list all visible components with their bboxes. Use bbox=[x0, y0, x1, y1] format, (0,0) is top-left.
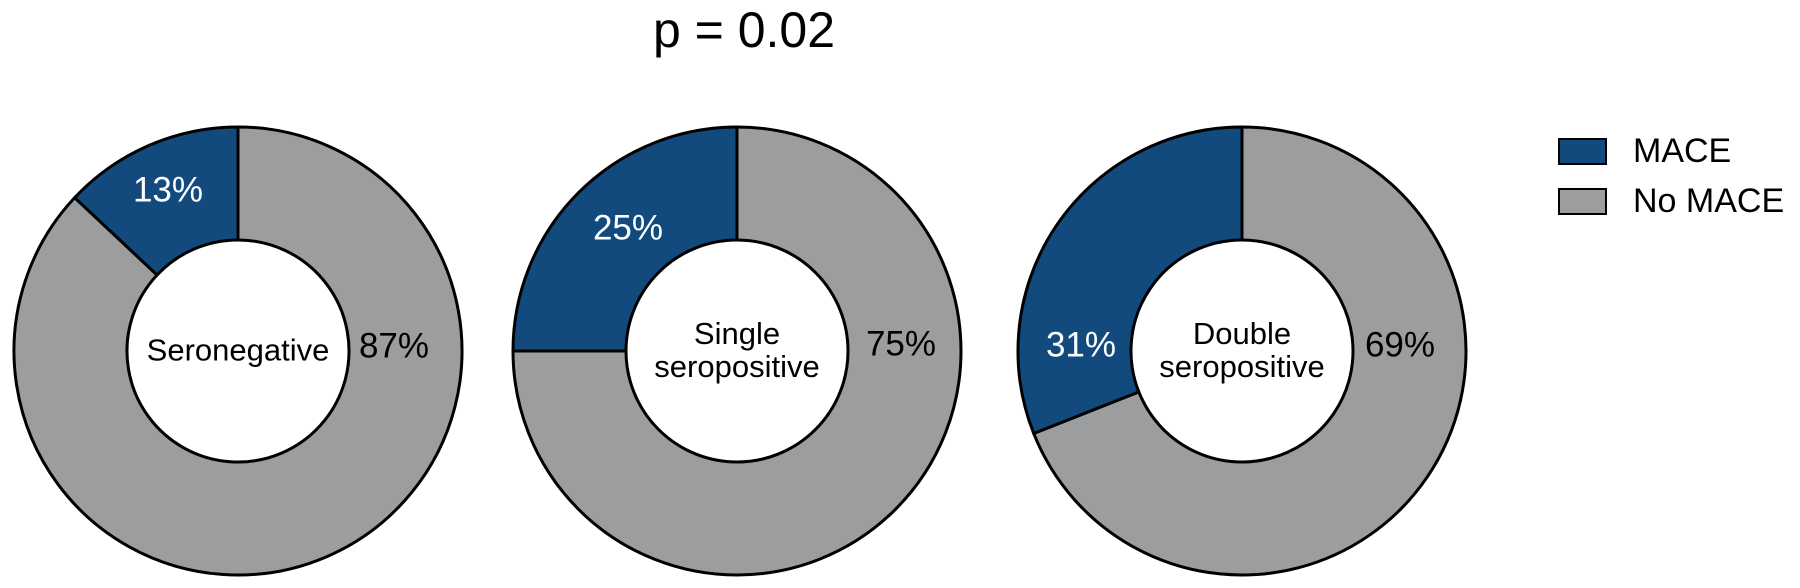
donut1-no-mace-slice bbox=[12, 125, 464, 577]
donut3-mace-slice bbox=[1016, 125, 1244, 436]
legend: MACE No MACE bbox=[1558, 134, 1784, 218]
donut2-center-label-line2: seropositive bbox=[654, 349, 820, 384]
donut2-no-mace-slice bbox=[511, 125, 963, 577]
donut2-center-label: Single seropositive bbox=[654, 317, 819, 383]
donut3-mace-percent-label: 31% bbox=[1045, 325, 1117, 365]
donut3-center-label-line1: Double bbox=[1192, 315, 1292, 351]
donut2-mace-percent-label: 25% bbox=[592, 208, 664, 248]
p-value-title: p = 0.02 bbox=[652, 2, 836, 58]
donut1-mace-slice bbox=[72, 125, 240, 278]
donut1-center-label: Seronegative bbox=[146, 332, 330, 368]
legend-label-mace: MACE bbox=[1633, 132, 1732, 170]
donut2-center-label-line1: Single bbox=[693, 315, 781, 351]
mace-color-swatch bbox=[1558, 137, 1607, 165]
donut3-no-mace-slice bbox=[1031, 125, 1468, 577]
donut2-nomace-percent-label: 75% bbox=[865, 324, 937, 364]
legend-item-no-mace: No MACE bbox=[1558, 184, 1784, 218]
donut3-center-label: Double seropositive bbox=[1159, 317, 1324, 383]
donut1-nomace-percent-label: 87% bbox=[358, 326, 430, 366]
donut1-mace-percent-label: 13% bbox=[132, 170, 204, 210]
legend-label-no-mace: No MACE bbox=[1633, 182, 1785, 220]
donut2-mace-slice bbox=[511, 125, 739, 353]
legend-item-mace: MACE bbox=[1558, 134, 1784, 168]
donut3-center-label-line2: seropositive bbox=[1159, 349, 1325, 384]
donut3-nomace-percent-label: 69% bbox=[1364, 325, 1436, 365]
no-mace-color-swatch bbox=[1558, 187, 1607, 215]
